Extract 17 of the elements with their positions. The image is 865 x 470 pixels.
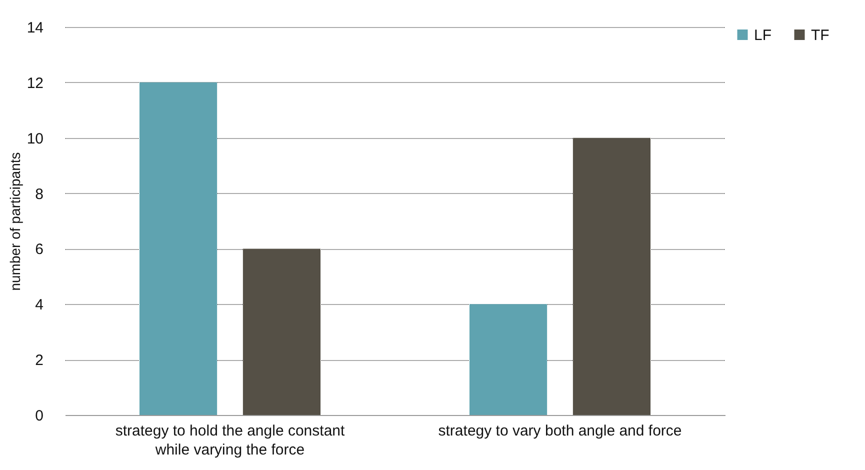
bar	[139, 82, 218, 415]
y-tick-label: 8	[35, 186, 44, 203]
bar	[572, 138, 651, 415]
y-tick-label: 6	[35, 241, 44, 258]
x-tick-label: strategy to hold the angle constant while varying the force	[115, 422, 346, 458]
y-axis-title: number of participants	[6, 152, 23, 291]
bar	[242, 248, 321, 415]
legend-label: LF	[754, 26, 772, 44]
y-tick-label: 14	[26, 20, 44, 36]
y-tick-label: 10	[26, 130, 44, 148]
legend-label: TF	[811, 26, 830, 44]
x-tick-label: strategy to vary both angle and force	[438, 422, 682, 440]
y-tick-label: 12	[26, 74, 44, 92]
y-tick-label: 4	[35, 296, 44, 314]
y-tick-label: 0	[35, 408, 44, 424]
y-tick-label: 2	[35, 352, 44, 370]
bar	[469, 304, 548, 415]
